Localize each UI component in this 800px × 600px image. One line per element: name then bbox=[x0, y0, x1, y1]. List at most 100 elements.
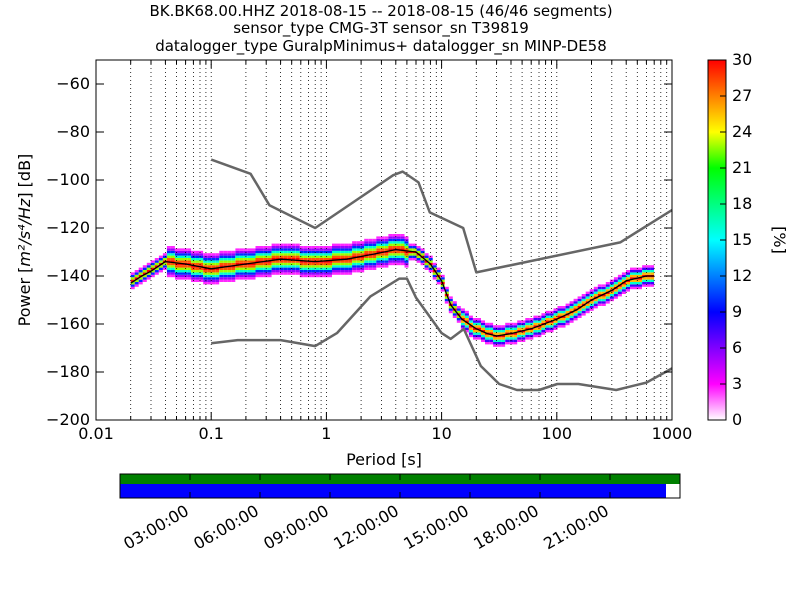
density-cell bbox=[505, 322, 510, 326]
density-cell bbox=[589, 294, 594, 297]
density-cell bbox=[324, 272, 328, 275]
density-cell bbox=[340, 243, 345, 246]
density-cell bbox=[175, 258, 179, 261]
density-cell bbox=[283, 255, 288, 258]
density-cell bbox=[315, 272, 320, 275]
density-cell bbox=[352, 241, 357, 244]
density-cell bbox=[348, 267, 353, 270]
density-cell bbox=[138, 272, 143, 275]
density-cell bbox=[251, 262, 256, 266]
density-cell bbox=[336, 265, 340, 268]
density-cell bbox=[227, 274, 232, 278]
density-cell bbox=[162, 267, 167, 270]
density-cell bbox=[569, 320, 574, 323]
density-cell bbox=[368, 258, 373, 261]
density-cell bbox=[356, 258, 361, 261]
density-cell bbox=[634, 272, 638, 275]
density-cell bbox=[621, 272, 626, 275]
density-cell bbox=[432, 265, 437, 268]
density-cell bbox=[585, 308, 590, 311]
density-cell bbox=[154, 265, 159, 268]
density-cell bbox=[589, 301, 594, 304]
density-cell bbox=[585, 310, 590, 314]
density-cell bbox=[187, 272, 192, 275]
density-cell bbox=[396, 243, 401, 246]
density-cell bbox=[275, 248, 280, 251]
density-cell bbox=[175, 260, 179, 263]
density-cell bbox=[634, 267, 638, 270]
density-cell bbox=[203, 274, 208, 278]
density-cell bbox=[380, 253, 385, 256]
density-cell bbox=[352, 246, 357, 249]
density-cell bbox=[464, 313, 469, 316]
density-cell bbox=[424, 262, 429, 266]
density-cell bbox=[601, 289, 606, 292]
density-cell bbox=[557, 325, 562, 328]
density-cell bbox=[617, 286, 622, 290]
density-cell bbox=[227, 279, 232, 282]
density-cell bbox=[388, 248, 393, 251]
density-cell bbox=[380, 258, 385, 261]
density-cell bbox=[557, 306, 562, 309]
density-cell bbox=[626, 277, 630, 280]
density-cell bbox=[456, 310, 461, 314]
density-cell bbox=[384, 248, 389, 251]
density-cell bbox=[613, 277, 618, 280]
density-cell bbox=[166, 270, 171, 273]
density-cell bbox=[223, 255, 228, 258]
density-cell bbox=[621, 291, 626, 294]
density-cell bbox=[537, 327, 542, 330]
density-cell bbox=[477, 318, 481, 321]
density-cell bbox=[247, 272, 252, 275]
density-cell bbox=[617, 282, 622, 285]
density-cell bbox=[319, 250, 324, 254]
density-cell bbox=[203, 255, 208, 258]
density-cell bbox=[179, 255, 183, 258]
density-cell bbox=[597, 284, 602, 287]
density-cell bbox=[219, 272, 224, 275]
density-cell bbox=[166, 265, 171, 268]
density-cell bbox=[287, 272, 292, 275]
density-cell bbox=[328, 246, 332, 249]
density-cell bbox=[287, 243, 292, 246]
density-cell bbox=[460, 313, 465, 316]
density-cell bbox=[311, 253, 316, 256]
density-cell bbox=[231, 258, 236, 261]
density-cell bbox=[319, 255, 324, 258]
density-cell bbox=[497, 332, 502, 335]
colorbar-tick-label: 0 bbox=[732, 410, 742, 429]
density-cell bbox=[493, 337, 498, 340]
density-cell bbox=[626, 282, 630, 285]
density-cell bbox=[400, 260, 405, 263]
density-cell bbox=[154, 262, 159, 266]
density-cell bbox=[239, 253, 244, 256]
density-cell bbox=[336, 255, 340, 258]
density-cell bbox=[215, 272, 220, 275]
density-cell bbox=[485, 322, 489, 326]
density-cell bbox=[142, 267, 147, 270]
density-cell bbox=[408, 246, 413, 249]
density-cell bbox=[589, 296, 594, 299]
density-cell bbox=[219, 270, 224, 273]
density-cell bbox=[473, 332, 477, 335]
density-cell bbox=[183, 258, 187, 261]
density-cell bbox=[642, 277, 647, 280]
density-cell bbox=[239, 277, 244, 280]
density-cell bbox=[428, 265, 433, 268]
density-cell bbox=[295, 262, 300, 266]
density-cell bbox=[275, 243, 280, 246]
density-cell bbox=[299, 267, 304, 270]
density-cell bbox=[509, 337, 514, 340]
density-cell bbox=[650, 277, 655, 280]
density-cell bbox=[537, 315, 542, 318]
density-cell bbox=[179, 274, 183, 278]
density-cell bbox=[340, 253, 345, 256]
density-cell bbox=[460, 308, 465, 311]
density-cell bbox=[324, 253, 328, 256]
density-cell bbox=[328, 255, 332, 258]
density-cell bbox=[211, 258, 216, 261]
density-cell bbox=[211, 253, 216, 256]
density-cell bbox=[452, 310, 457, 314]
density-cell bbox=[364, 243, 369, 246]
density-cell bbox=[134, 279, 139, 282]
